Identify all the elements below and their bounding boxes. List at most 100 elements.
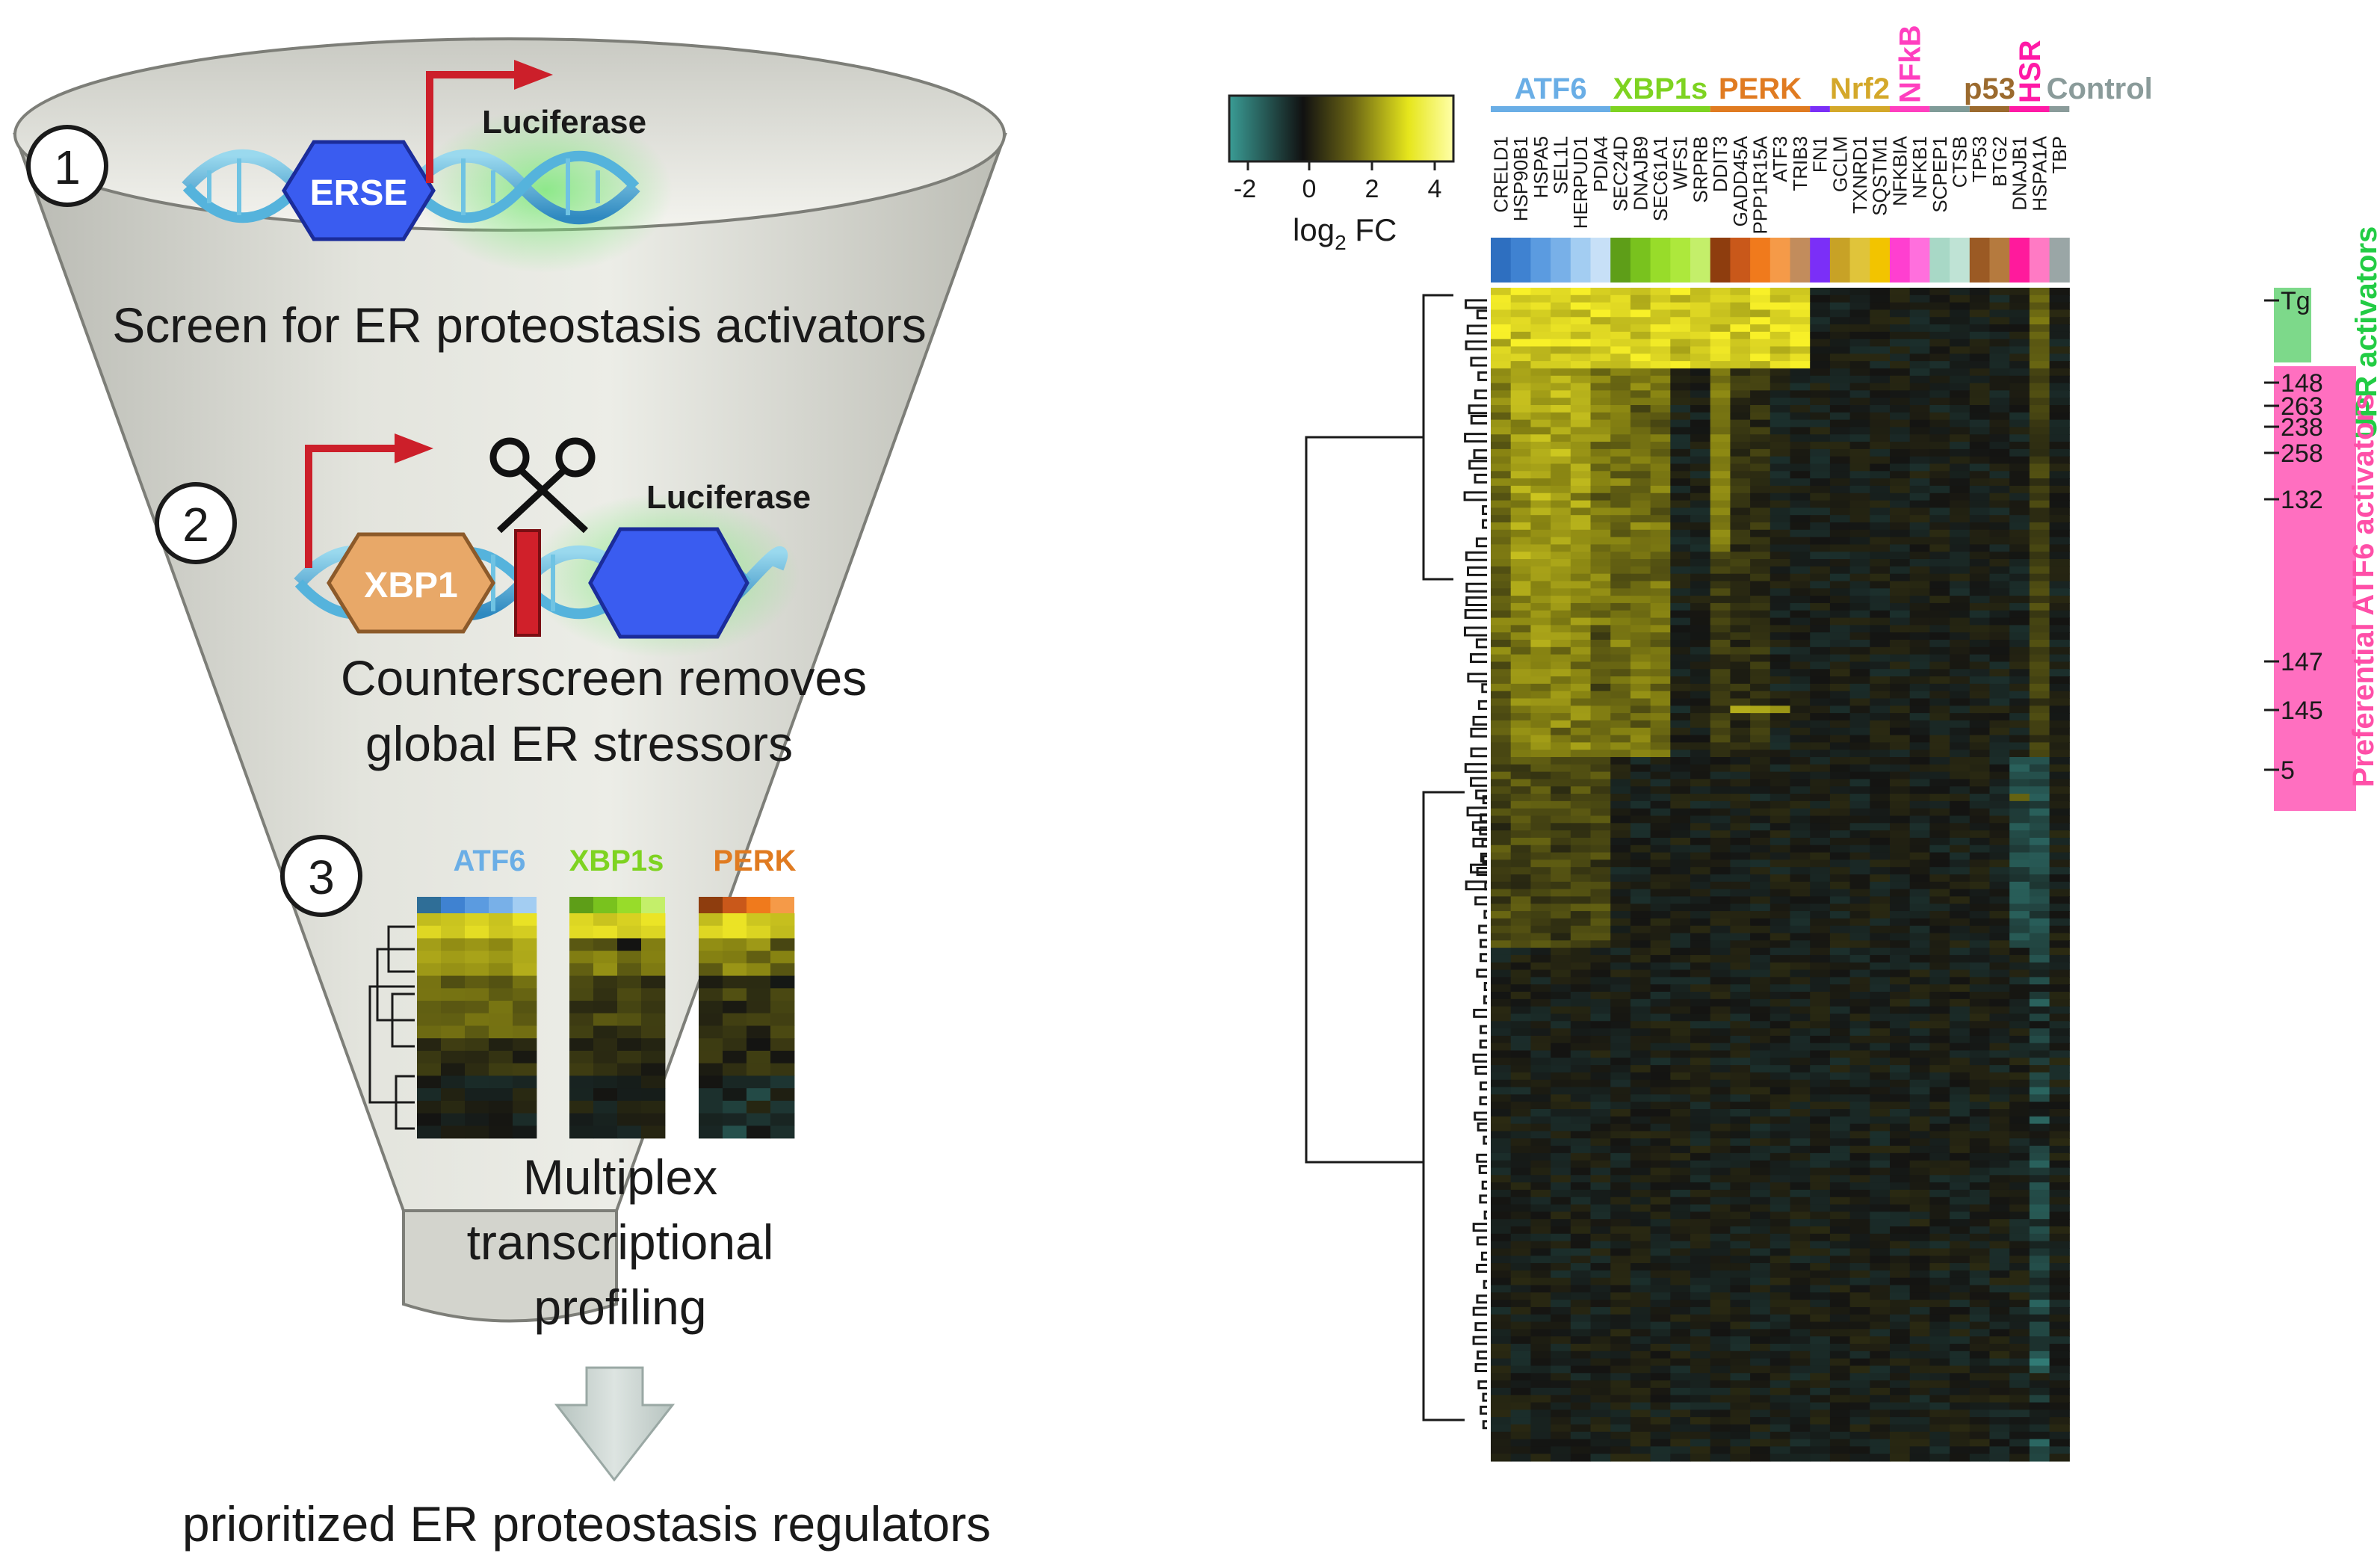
heatmap-cell [1590,933,1611,941]
heatmap-cell [1950,757,1971,765]
step3-number: 3 [308,850,335,904]
gene-color-cell [1670,238,1691,283]
heatmap-cell [1829,794,1851,802]
heatmap-cell [1710,478,1731,487]
heatmap-cell [1690,529,1711,538]
heatmap-cell [2029,992,2050,1000]
dendrogram-branch [1473,449,1487,460]
heatmap-cell [1551,779,1571,787]
heatmap-cell [2049,1248,2070,1256]
heatmap-cell [2029,786,2050,794]
heatmap-cell [1790,1263,1811,1271]
heatmap-cell [1750,683,1771,692]
heatmap-cell [1551,522,1571,531]
heatmap-cell [1670,1263,1691,1271]
heatmap-cell [1710,1109,1731,1117]
heatmap-cell [1890,992,1911,1000]
heatmap-cell [1551,1043,1571,1052]
heatmap-cell [1769,1013,1791,1022]
heatmap-cell [1530,331,1551,340]
gene-label: DNAJB1 [2009,136,2031,211]
heatmap-cell [1750,1006,1771,1015]
heatmap-cell [1730,640,1751,648]
heatmap-cell [1969,706,1991,714]
heatmap-cell [1969,1395,1991,1404]
heatmap-cell [1969,294,1991,303]
heatmap-cell [1530,522,1551,531]
heatmap-cell [1610,573,1631,582]
heatmap-cell [1750,1373,1771,1381]
heatmap-cell [1670,998,1691,1007]
heatmap-cell [1491,713,1512,721]
heatmap-cell [1909,742,1930,750]
heatmap-cell [1829,288,1851,296]
heatmap-cell [1750,361,1771,369]
heatmap-cell [1610,309,1631,318]
heatmap-cell [1769,1160,1791,1169]
heatmap-cell [1769,1424,1791,1433]
heatmap-cell [1950,1410,1971,1418]
heatmap-cell [1730,1211,1751,1220]
heatmap-cell [1929,317,1950,325]
heatmap-cell [1890,559,1911,567]
heatmap-cell [1890,742,1911,750]
heatmap-cell [1909,1350,1930,1359]
heatmap-cell [1670,933,1691,941]
heatmap-cell [1969,911,1991,919]
heatmap-cell [1929,1365,1950,1374]
heatmap-cell [1530,1123,1551,1132]
heatmap-cell [1829,309,1851,318]
heatmap-cell [1909,625,1930,633]
mini-heatmap-cell [513,1050,537,1064]
heatmap-cell [1491,911,1512,919]
heatmap-cell [2029,874,2050,883]
heatmap-cell [1530,889,1551,898]
heatmap-cell [2049,1138,2070,1146]
heatmap-cell [1950,1116,1971,1125]
heatmap-cell [1551,442,1571,450]
heatmap-cell [1950,940,1971,948]
heatmap-cell [1909,1402,1930,1410]
heatmap-cell [1510,786,1531,794]
heatmap-cell [2029,1050,2050,1058]
heatmap-cell [1750,954,1771,963]
gene-label: GADD45A [1729,135,1752,226]
heatmap-cell [1590,1314,1611,1323]
heatmap-cell [1491,845,1512,853]
dendrogram-branch [1484,881,1487,891]
heatmap-cell [1590,1248,1611,1256]
heatmap-cell [1750,1189,1771,1198]
heatmap-cell [1969,1292,1991,1300]
heatmap-cell [1829,786,1851,794]
heatmap-cell [1769,1248,1791,1256]
heatmap-cell [1510,948,1531,956]
heatmap-cell [1909,1380,1930,1389]
heatmap-cell [1829,368,1851,377]
heatmap-cell [1730,757,1751,765]
heatmap-cell [1530,954,1551,963]
heatmap-cell [1570,354,1592,362]
heatmap-cell [1530,1021,1551,1029]
heatmap-cell [1790,1410,1811,1418]
heatmap-cell [1890,361,1911,369]
heatmap-cell [1790,837,1811,846]
heatmap-cell [1530,1285,1551,1293]
heatmap-cell [2049,617,2070,626]
heatmap-cell [1769,596,1791,604]
heatmap-cell [1969,1167,1991,1176]
heatmap-cell [1890,544,1911,552]
heatmap-cell [1510,896,1531,904]
heatmap-cell [2009,735,2030,743]
heatmap-cell [1670,1424,1691,1433]
heatmap-cell [1610,881,1631,890]
heatmap-cell [1551,1344,1571,1352]
heatmap-cell [1790,331,1811,340]
heatmap-cell [1950,1167,1971,1176]
heatmap-cell [1870,1321,1891,1330]
heatmap-cell [1950,1306,1971,1315]
heatmap-cell [1491,1138,1512,1146]
heatmap-cell [1969,456,1991,465]
heatmap-cell [1750,1013,1771,1022]
heatmap-cell [1570,1035,1592,1044]
heatmap-cell [1989,507,2010,516]
